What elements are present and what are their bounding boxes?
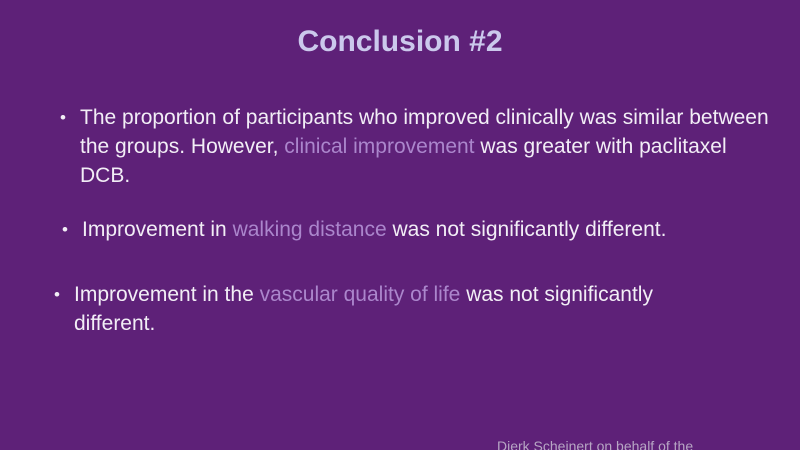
bullet-text-segment: was not significantly different. <box>386 218 667 241</box>
bullet-text-segment: Improvement in the <box>74 283 260 306</box>
bullet-item-clinical-improvement: • The proportion of participants who imp… <box>60 103 780 190</box>
bullet-text: Improvement in walking distance was not … <box>82 215 782 244</box>
bullet-icon: • <box>62 220 68 239</box>
attribution-footer: Dierk Scheinert on behalf of the SIRONA … <box>497 396 780 450</box>
bullet-text: Improvement in the vascular quality of l… <box>74 280 714 338</box>
bullet-item-vascular-quality-of-life: • Improvement in the vascular quality of… <box>54 280 714 338</box>
bullet-text-highlight: walking distance <box>232 218 387 241</box>
bullet-text-segment: Improvement in <box>82 218 233 241</box>
bullet-text-highlight: clinical improvement <box>284 135 475 158</box>
bullet-icon: • <box>54 285 60 304</box>
bullet-text-segment: was not significantly different. <box>74 283 653 335</box>
slide-title: Conclusion #2 <box>297 25 503 58</box>
bullet-text: The proportion of participants who impro… <box>80 103 780 190</box>
bullet-text-segment: was greater with paclitaxel DCB. <box>80 135 727 187</box>
bullet-text-highlight: vascular quality of life <box>259 283 461 306</box>
footer-line-1: Dierk Scheinert on behalf of the <box>497 438 694 450</box>
bullet-icon: • <box>60 108 66 127</box>
bullet-text-segment: The proportion of participants who impro… <box>80 106 769 158</box>
bullet-item-walking-distance: • Improvement in walking distance was no… <box>62 215 782 244</box>
